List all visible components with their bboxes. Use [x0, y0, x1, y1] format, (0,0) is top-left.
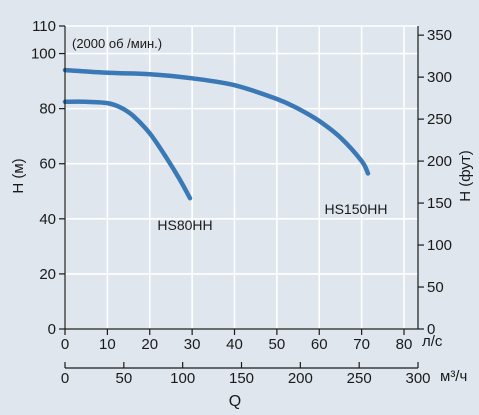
- x-ls-tick-label: 70: [353, 336, 370, 353]
- left-y-axis-title: H (м): [10, 158, 27, 193]
- left-y-tick-label: 80: [39, 101, 56, 118]
- right-y-tick-label: 0: [427, 321, 435, 338]
- right-y-tick-label: 50: [427, 279, 444, 296]
- unit-ls-label: л/с: [422, 333, 443, 350]
- x-ls-tick-label: 0: [61, 336, 69, 353]
- right-y-tick-label: 350: [427, 27, 452, 44]
- x-axis-title: Q: [229, 393, 241, 410]
- x-ls-tick-label: 20: [141, 336, 158, 353]
- x-m3h-tick-label: 50: [115, 370, 132, 387]
- unit-m3h-label: м³/ч: [440, 368, 467, 385]
- x-m3h-tick-label: 300: [405, 370, 430, 387]
- series-line-hs80hh: [62, 99, 193, 201]
- left-y-tick-label: 100: [31, 46, 56, 63]
- curves: HS80HH HS150HH: [62, 67, 388, 233]
- x-ls-tick-label: 30: [184, 336, 201, 353]
- right-y-tick-label: 200: [427, 153, 452, 170]
- series-label-hs150hh: HS150HH: [324, 201, 387, 217]
- x-ls-tick-label: 40: [226, 336, 243, 353]
- series-line-hs150hh: [62, 67, 371, 176]
- x-m3h-tick-label: 150: [229, 370, 254, 387]
- x-m3h-tick-label: 100: [170, 370, 195, 387]
- x-ls-tick-label: 60: [311, 336, 328, 353]
- left-y-tick-label: 60: [39, 156, 56, 173]
- right-y-tick-label: 150: [427, 195, 452, 212]
- x-ls-tick-label: 50: [269, 336, 286, 353]
- right-y-tick-label: 300: [427, 69, 452, 86]
- x-m3h-tick-label: 200: [288, 370, 313, 387]
- x-m3h-tick-label: 250: [347, 370, 372, 387]
- speed-annotation: (2000 об /мин.): [72, 36, 162, 51]
- left-y-tick-label: 20: [39, 266, 56, 283]
- x-ls-tick-label: 80: [396, 336, 413, 353]
- series-label-hs80hh: HS80HH: [157, 217, 212, 233]
- x-ls-tick-label: 10: [99, 336, 116, 353]
- left-y-tick-label: 0: [48, 321, 56, 338]
- x-m3h-tick-label: 0: [61, 370, 69, 387]
- left-y-tick-label: 110: [32, 18, 56, 35]
- left-y-tick-label: 40: [39, 211, 56, 228]
- right-y-tick-label: 100: [427, 237, 452, 254]
- right-y-tick-label: 250: [427, 111, 452, 128]
- axis-labels: (2000 об /мин.) H (м) H (фут) Q л/с м³/ч: [10, 36, 474, 410]
- right-y-axis-title: H (фут): [457, 150, 474, 202]
